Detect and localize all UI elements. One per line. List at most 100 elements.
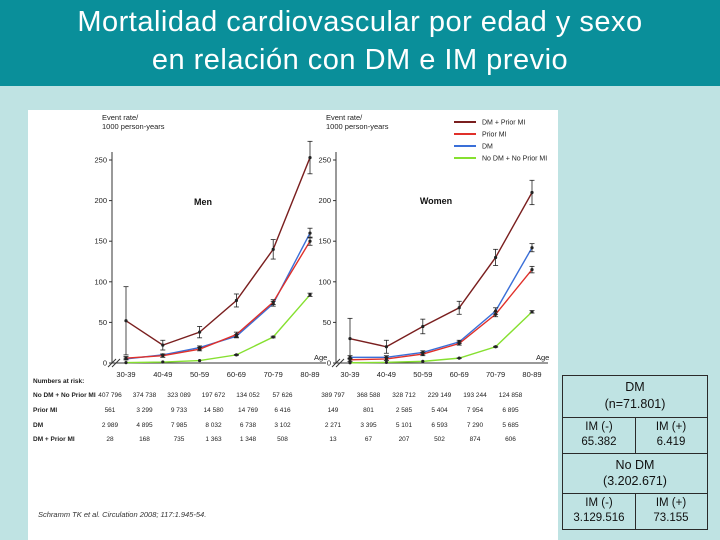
data-point bbox=[124, 356, 128, 360]
data-point bbox=[161, 354, 165, 358]
y-tick-label: 100 bbox=[318, 277, 331, 286]
data-point bbox=[198, 358, 202, 363]
risk-cell: 6 416 bbox=[274, 407, 291, 414]
risk-cell: 1 363 bbox=[205, 436, 222, 443]
series-line-dm bbox=[350, 247, 533, 359]
data-point bbox=[494, 312, 498, 316]
risk-cell: 7 985 bbox=[170, 422, 188, 429]
axis-break-mark bbox=[111, 358, 121, 368]
data-point bbox=[421, 352, 425, 356]
series-line-dm-prior-mi bbox=[349, 192, 533, 348]
risk-cell: 508 bbox=[277, 436, 288, 443]
data-point bbox=[494, 345, 498, 349]
data-point bbox=[530, 246, 534, 250]
y-axis-label: 1000 person-years bbox=[102, 122, 165, 131]
title-bar: Mortalidad cardiovascular por edad y sex… bbox=[0, 0, 720, 86]
risk-cell: 2 271 bbox=[324, 422, 342, 429]
risk-cell: 3 395 bbox=[360, 422, 377, 429]
y-tick-label: 150 bbox=[318, 237, 331, 246]
risk-cell: 6 593 bbox=[431, 422, 448, 429]
data-point bbox=[421, 324, 425, 329]
risk-cell: 3 299 bbox=[136, 407, 153, 414]
risk-cell: 5 101 bbox=[395, 422, 413, 429]
series-line-prior-mi bbox=[125, 240, 311, 359]
x-tick-label: 80-89 bbox=[300, 370, 319, 379]
data-point bbox=[494, 255, 498, 260]
nodm-box-mid-divider bbox=[635, 493, 636, 529]
dm-im-pos-value: 6.419 bbox=[656, 436, 686, 448]
risk-cell: 5 685 bbox=[502, 422, 519, 429]
x-axis-label: Age bbox=[314, 353, 327, 362]
dm-box: DM (n=71.801) IM (-) 65.382 IM (+) 6.419 bbox=[562, 375, 708, 455]
data-point bbox=[530, 310, 534, 314]
series-line-prior-mi bbox=[349, 269, 533, 361]
y-tick-label: 200 bbox=[318, 196, 331, 205]
risk-row-label: DM bbox=[33, 422, 44, 429]
risk-row-label: No DM + No Prior MI bbox=[33, 392, 96, 399]
data-point bbox=[271, 335, 275, 339]
slide-title-line-2: en relación con DM e IM previo bbox=[151, 44, 569, 76]
x-tick-label: 70-79 bbox=[486, 370, 505, 379]
y-tick-label: 250 bbox=[94, 156, 107, 165]
data-point bbox=[234, 353, 238, 357]
risk-cell: 9 733 bbox=[170, 407, 188, 414]
risk-cell: 124 858 bbox=[498, 392, 523, 399]
figure-panel: Event rate/1000 person-years 0 50 100 150 200… bbox=[28, 110, 558, 540]
risk-cell: 6 895 bbox=[502, 407, 519, 414]
x-tick-label: 40-49 bbox=[377, 370, 396, 379]
series-line-dm-prior-mi bbox=[125, 157, 311, 346]
data-point bbox=[234, 298, 238, 303]
x-tick-label: 50-59 bbox=[190, 370, 209, 379]
data-point bbox=[124, 360, 128, 365]
citation: Schramm TK et al. Circulation 2008; 117:… bbox=[38, 510, 207, 519]
axis-break-mark bbox=[335, 358, 345, 368]
data-point bbox=[308, 231, 312, 235]
risk-cell: 502 bbox=[434, 436, 445, 443]
data-point bbox=[421, 359, 425, 363]
data-point bbox=[161, 360, 165, 364]
data-point bbox=[348, 361, 352, 365]
data-point bbox=[124, 319, 128, 323]
risk-cell: 149 bbox=[327, 407, 339, 414]
risk-cell: 606 bbox=[505, 436, 516, 443]
series-line-no-dm-no-prior-mi bbox=[125, 294, 311, 364]
nodm-box-n: (3.202.671) bbox=[603, 474, 667, 488]
x-tick-label: 40-49 bbox=[153, 370, 172, 379]
risk-cell: 67 bbox=[364, 436, 373, 443]
risk-cell: 207 bbox=[398, 436, 410, 443]
dm-box-title: DM bbox=[625, 380, 645, 394]
chart-svg: Event rate/1000 person-years 0 50 100 150 200… bbox=[94, 113, 549, 379]
risk-cell: 193 244 bbox=[463, 392, 487, 399]
data-point bbox=[271, 300, 275, 304]
y-axis-label: Event rate/ bbox=[102, 113, 139, 122]
slide-title-line-1: Mortalidad cardiovascular por edad y sex… bbox=[77, 6, 643, 38]
x-tick-label: 30-39 bbox=[116, 370, 135, 379]
x-tick-label: 30-39 bbox=[340, 370, 359, 379]
data-point bbox=[457, 341, 461, 346]
data-point bbox=[198, 347, 202, 351]
risk-cell: 229 149 bbox=[427, 392, 452, 399]
x-tick-label: 60-69 bbox=[227, 370, 246, 379]
risk-cell: 3 102 bbox=[274, 422, 291, 429]
risk-cell: 14 580 bbox=[203, 407, 224, 414]
dm-im-neg-value: 65.382 bbox=[581, 436, 617, 448]
x-tick-label: 50-59 bbox=[413, 370, 432, 379]
nodm-box: No DM (3.202.671) IM (-) 3.129.516 IM (+… bbox=[562, 453, 708, 530]
y-tick-label: 250 bbox=[318, 156, 331, 165]
risk-cell: 2 989 bbox=[101, 422, 119, 429]
y-tick-label: 150 bbox=[94, 237, 107, 246]
risk-cell: 389 797 bbox=[321, 392, 345, 399]
panel-title: Women bbox=[420, 196, 452, 206]
x-tick-label: 80-89 bbox=[522, 370, 541, 379]
data-point bbox=[161, 343, 165, 347]
risk-cell: 735 bbox=[173, 436, 185, 443]
y-tick-label: 0 bbox=[103, 359, 107, 368]
dm-im-pos-label: IM (+) bbox=[655, 421, 687, 433]
dm-box-mid-divider bbox=[635, 417, 636, 454]
risk-cell: 407 796 bbox=[98, 392, 122, 399]
legend-label: DM bbox=[482, 144, 493, 151]
risk-cell: 4 895 bbox=[136, 422, 153, 429]
risk-cell: 368 588 bbox=[356, 392, 381, 399]
data-point bbox=[384, 360, 388, 364]
data-point bbox=[457, 356, 461, 360]
